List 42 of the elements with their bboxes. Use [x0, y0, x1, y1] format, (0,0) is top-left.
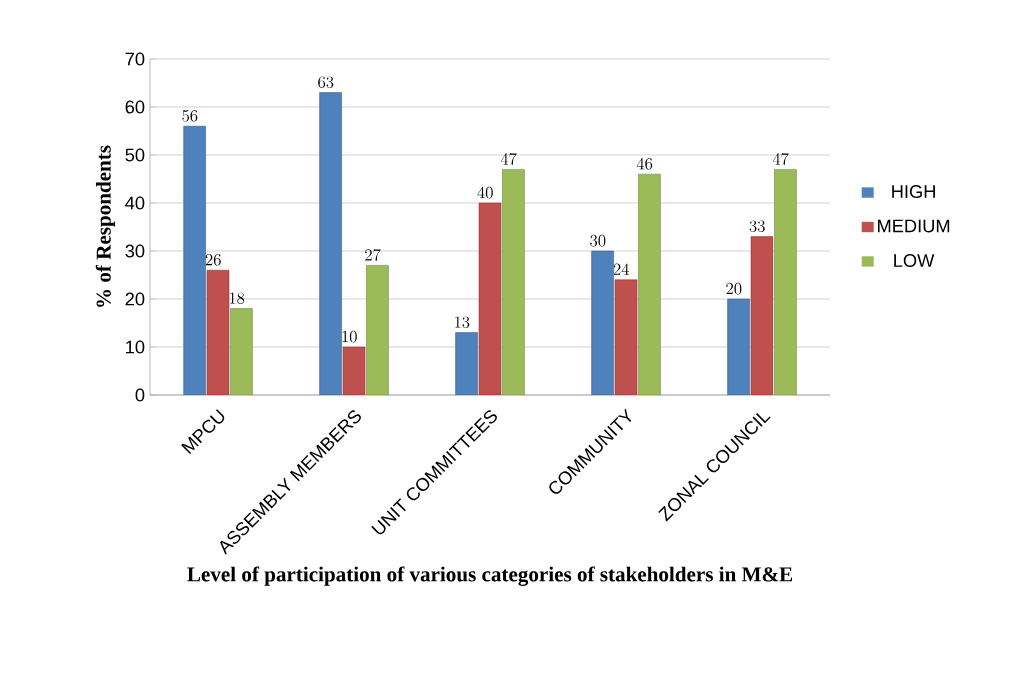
data-label: 40: [477, 186, 493, 199]
data-label: 10: [342, 330, 357, 343]
bar: [230, 308, 253, 395]
data-label: 30: [590, 234, 606, 247]
bar: [502, 169, 525, 395]
y-tick-label: 30: [125, 244, 145, 258]
bar: [455, 332, 478, 395]
bar: [774, 169, 797, 395]
y-tick-label: 20: [125, 292, 145, 306]
data-label: 46: [636, 157, 653, 170]
data-label: 13: [455, 316, 470, 328]
y-tick-label: 70: [125, 52, 145, 66]
legend-label: LOW: [894, 254, 935, 267]
bar: [478, 202, 502, 395]
y-tick-label: 50: [125, 148, 145, 162]
data-label: 47: [500, 153, 517, 165]
data-label: 27: [365, 249, 381, 261]
bar: [614, 279, 638, 395]
x-axis-title: Level of participation of various categories of stakeholders in M&E: [187, 566, 793, 586]
data-label: 26: [205, 254, 221, 266]
bar: [342, 346, 366, 395]
bar: [727, 298, 750, 395]
data-label: 18: [229, 292, 245, 304]
y-tick-label: 10: [126, 340, 145, 354]
y-axis-title: % of Respondents: [95, 145, 116, 307]
data-label: 47: [772, 153, 789, 165]
bar: [591, 250, 614, 395]
bar: [750, 236, 774, 395]
y-tick-label: 60: [125, 100, 145, 114]
data-label: 63: [318, 76, 334, 88]
data-label: 33: [749, 220, 765, 232]
legend-label: MEDIUM: [878, 219, 950, 233]
bar: [206, 269, 230, 395]
bar: [366, 265, 389, 395]
y-tick-label: 40: [125, 196, 145, 210]
y-tick-label: 0: [135, 388, 145, 402]
bar: [319, 92, 342, 395]
bar: [183, 125, 206, 395]
data-label: 20: [726, 282, 742, 295]
bar: [638, 173, 661, 395]
legend-label: HIGH: [892, 185, 935, 199]
data-label: 56: [182, 110, 198, 122]
